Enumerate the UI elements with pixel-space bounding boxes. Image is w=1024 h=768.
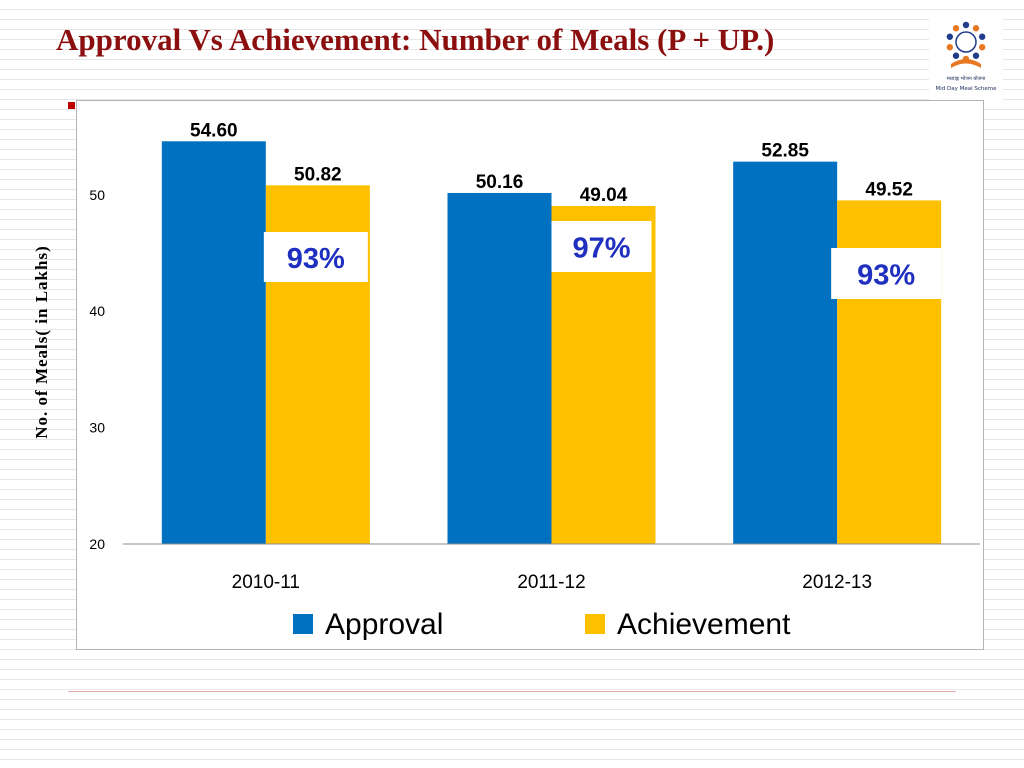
legend-label-achievement: Achievement bbox=[617, 608, 791, 641]
data-label-achievement: 50.82 bbox=[294, 164, 342, 185]
bar-approval-2012-13 bbox=[733, 161, 838, 544]
percentage-box bbox=[831, 248, 942, 299]
legend-swatch-achievement bbox=[585, 614, 605, 634]
percentage-annotation: 93% bbox=[857, 260, 915, 292]
y-tick-label: 50 bbox=[89, 187, 105, 203]
y-axis-title: No. of Meals( in Lakhs) bbox=[32, 245, 51, 439]
percentage-box bbox=[551, 221, 652, 272]
chart-frame: 20 30 40 50 54.60 50.82 2010-11 50.16 49.04 2011-… bbox=[76, 100, 984, 650]
data-label-achievement: 49.52 bbox=[865, 179, 913, 200]
bar-approval-2011-12 bbox=[447, 192, 552, 544]
mid-day-meal-logo: मध्याह्न भोजन योजना Mid Day Meal Scheme bbox=[929, 14, 1003, 106]
data-label-approval: 52.85 bbox=[761, 141, 809, 162]
y-tick-label: 30 bbox=[89, 420, 105, 436]
data-label-approval: 54.60 bbox=[190, 120, 238, 141]
logo-emblem-icon bbox=[946, 21, 986, 68]
x-tick-label: 2012-13 bbox=[802, 572, 872, 593]
legend-swatch-approval bbox=[293, 614, 313, 634]
slide-title: Approval Vs Achievement: Number of Meals… bbox=[56, 22, 775, 57]
y-tick-label: 20 bbox=[89, 536, 105, 552]
percentage-annotation: 93% bbox=[287, 243, 345, 275]
percentage-box bbox=[263, 232, 368, 282]
data-label-achievement: 49.04 bbox=[580, 185, 628, 206]
bar-approval-2010-11 bbox=[161, 141, 266, 545]
x-tick-label: 2010-11 bbox=[232, 572, 300, 593]
percentage-annotation: 97% bbox=[572, 233, 630, 265]
data-label-approval: 50.16 bbox=[476, 172, 524, 193]
bar-chart: 20 30 40 50 54.60 50.82 2010-11 50.16 49.04 2011-… bbox=[89, 120, 980, 641]
legend-label-approval: Approval bbox=[325, 608, 443, 641]
x-tick-label: 2011-12 bbox=[517, 572, 585, 593]
logo-text-hindi: मध्याह्न भोजन योजना bbox=[946, 76, 986, 82]
footer-divider bbox=[68, 691, 956, 692]
y-tick-label: 40 bbox=[89, 303, 105, 319]
bullet-marker bbox=[68, 102, 75, 109]
logo-text-english: Mid Day Meal Scheme bbox=[935, 86, 997, 92]
